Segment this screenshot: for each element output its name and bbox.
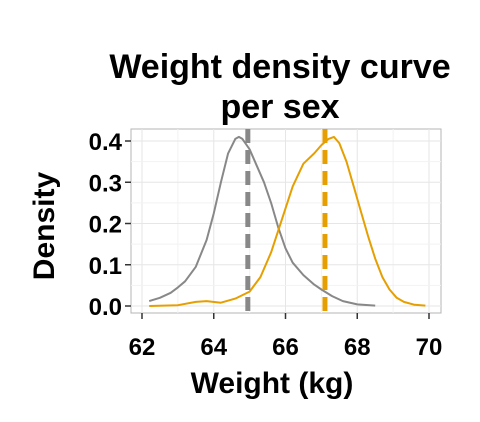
y-tick-label: 0.0 [89,294,122,321]
chart-title-line-1: Weight density curve [109,48,450,86]
y-tick-label: 0.3 [89,170,122,197]
density-curve-1 [148,135,376,307]
x-axis: 62 64 66 68 70 [129,313,443,361]
x-tick-label: 70 [416,334,443,361]
x-tick-label: 66 [272,334,299,361]
x-tick-label: 62 [129,334,156,361]
y-axis: 0.0 0.1 0.2 0.3 0.4 [89,129,131,321]
x-tick-label: 68 [344,334,371,361]
y-tick-label: 0.2 [89,212,122,239]
y-tick-label: 0.1 [89,253,122,280]
y-axis-title: Density [28,172,61,281]
grid-lines [131,129,441,313]
series-layer [148,129,426,313]
x-axis-title: Weight (kg) [191,367,354,400]
y-tick-label: 0.4 [89,129,123,156]
chart-title-line-2: per sex [220,88,339,126]
x-tick-label: 64 [200,334,227,361]
plot-panel [130,128,442,314]
